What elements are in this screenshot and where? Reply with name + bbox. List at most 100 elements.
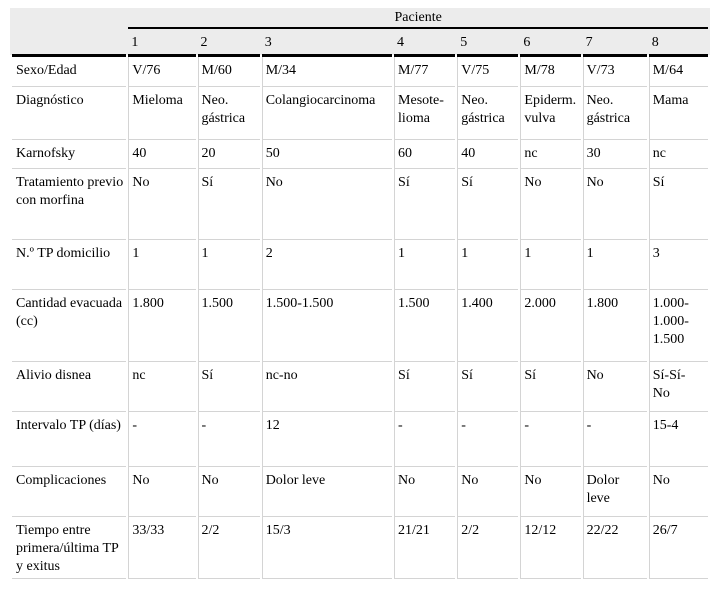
table-cell: Dolor leve — [261, 466, 393, 517]
table-row: Complicaciones No No Dolor leve No No No… — [12, 466, 708, 517]
table-cell: Sí — [648, 168, 708, 240]
table-cell: - — [582, 411, 647, 467]
table-cell: nc — [128, 361, 196, 412]
table-cell: Epiderm. vulva — [520, 86, 581, 140]
table-cell: 50 — [261, 139, 393, 169]
table-cell: 26/7 — [648, 516, 708, 579]
table-cell: Neo. gástrica — [457, 86, 519, 140]
table-cell: No — [197, 466, 260, 517]
group-header-label: Paciente — [128, 8, 708, 29]
table-cell: Mama — [648, 86, 708, 140]
column-header: 6 — [520, 29, 581, 57]
table-cell: 1.500-1.500 — [261, 289, 393, 362]
table-cell: No — [520, 466, 581, 517]
table-cell: 2.000 — [520, 289, 581, 362]
table-cell: nc — [520, 139, 581, 169]
table-cell: 1 — [582, 239, 647, 290]
table-cell: 1.800 — [582, 289, 647, 362]
table-cell: - — [520, 411, 581, 467]
table-cell: 1.400 — [457, 289, 519, 362]
row-label: N.º TP domicilio — [12, 240, 127, 290]
table-cell: M/77 — [394, 56, 456, 87]
table-cell: 30 — [582, 139, 647, 169]
table-cell: 1 — [394, 239, 456, 290]
table-cell: 1 — [457, 239, 519, 290]
row-label: Karnofsky — [12, 140, 127, 169]
row-label: Tratamiento previo con morfina — [12, 169, 127, 240]
table-cell: Sí-Sí- No — [648, 361, 708, 412]
table-cell: Sí — [197, 168, 260, 240]
table-cell: 15-4 — [648, 411, 708, 467]
table-row: Diagnóstico Mieloma Neo. gástrica Colang… — [12, 86, 708, 140]
table-cell: Sí — [394, 168, 456, 240]
table-cell: No — [520, 168, 581, 240]
table-row: N.º TP domicilio 1 1 2 1 1 1 1 3 — [12, 239, 708, 290]
table-cell: No — [261, 168, 393, 240]
row-label: Tiempo entre primera/última TP y exitus — [12, 517, 127, 579]
table-cell: Neo. gástrica — [582, 86, 647, 140]
table-cell: 1.500 — [197, 289, 260, 362]
table-cell: Sí — [394, 361, 456, 412]
table-cell: nc — [648, 139, 708, 169]
column-header: 3 — [261, 29, 393, 57]
table-cell: 1 — [128, 239, 196, 290]
table-cell: 1 — [520, 239, 581, 290]
table-cell: - — [197, 411, 260, 467]
table-cell: No — [457, 466, 519, 517]
table-cell: V/75 — [457, 56, 519, 87]
corner-cell — [12, 29, 127, 57]
row-label: Alivio disnea — [12, 362, 127, 412]
table-cell: 12 — [261, 411, 393, 467]
column-header-row: 1 2 3 4 5 6 7 8 — [12, 29, 708, 57]
table-cell: V/76 — [128, 56, 196, 87]
column-header: 1 — [128, 29, 196, 57]
table-cell: 1 — [197, 239, 260, 290]
row-label: Sexo/Edad — [12, 57, 127, 87]
table-cell: 2/2 — [197, 516, 260, 579]
table-cell: 15/3 — [261, 516, 393, 579]
table-cell: V/73 — [582, 56, 647, 87]
table-cell: 1.000- 1.000- 1.500 — [648, 289, 708, 362]
table-cell: M/34 — [261, 56, 393, 87]
table-cell: No — [394, 466, 456, 517]
table-cell: No — [648, 466, 708, 517]
column-header: 2 — [197, 29, 260, 57]
table-cell: Mesote- lioma — [394, 86, 456, 140]
table-cell: 1.500 — [394, 289, 456, 362]
row-label: Cantidad evacuada (cc) — [12, 290, 127, 362]
table-cell: Dolor leve — [582, 466, 647, 517]
column-header: 5 — [457, 29, 519, 57]
table-cell: Mieloma — [128, 86, 196, 140]
table-row: Cantidad evacuada (cc) 1.800 1.500 1.500… — [12, 289, 708, 362]
table-cell: - — [128, 411, 196, 467]
column-header: 8 — [648, 29, 708, 57]
table-cell: Colangiocarcinoma — [261, 86, 393, 140]
table-cell: Sí — [457, 168, 519, 240]
table-cell: 33/33 — [128, 516, 196, 579]
table-cell: M/78 — [520, 56, 581, 87]
table-cell: M/60 — [197, 56, 260, 87]
table-row: Tratamiento previo con morfina No Sí No … — [12, 168, 708, 240]
table-cell: No — [582, 361, 647, 412]
row-label: Complicaciones — [12, 467, 127, 517]
table-cell: 2/2 — [457, 516, 519, 579]
table-cell: No — [128, 466, 196, 517]
table-cell: 60 — [394, 139, 456, 169]
table-cell: 40 — [128, 139, 196, 169]
table-cell: 1.800 — [128, 289, 196, 362]
table-row: Intervalo TP (días) - - 12 - - - - 15-4 — [12, 411, 708, 467]
table-cell: No — [582, 168, 647, 240]
table-row: Karnofsky 40 20 50 60 40 nc 30 nc — [12, 139, 708, 169]
table-row: Alivio disnea nc Sí nc-no Sí Sí Sí No Sí… — [12, 361, 708, 412]
table-cell: Sí — [520, 361, 581, 412]
table-cell: 40 — [457, 139, 519, 169]
table-cell: nc-no — [261, 361, 393, 412]
corner-cell — [12, 8, 126, 29]
table-cell: M/64 — [648, 56, 708, 87]
row-label: Intervalo TP (días) — [12, 412, 127, 467]
table-row: Sexo/Edad V/76 M/60 M/34 M/77 V/75 M/78 … — [12, 56, 708, 87]
table-cell: Sí — [457, 361, 519, 412]
table-cell: 21/21 — [394, 516, 456, 579]
row-label: Diagnóstico — [12, 87, 127, 140]
header-band — [10, 8, 710, 55]
